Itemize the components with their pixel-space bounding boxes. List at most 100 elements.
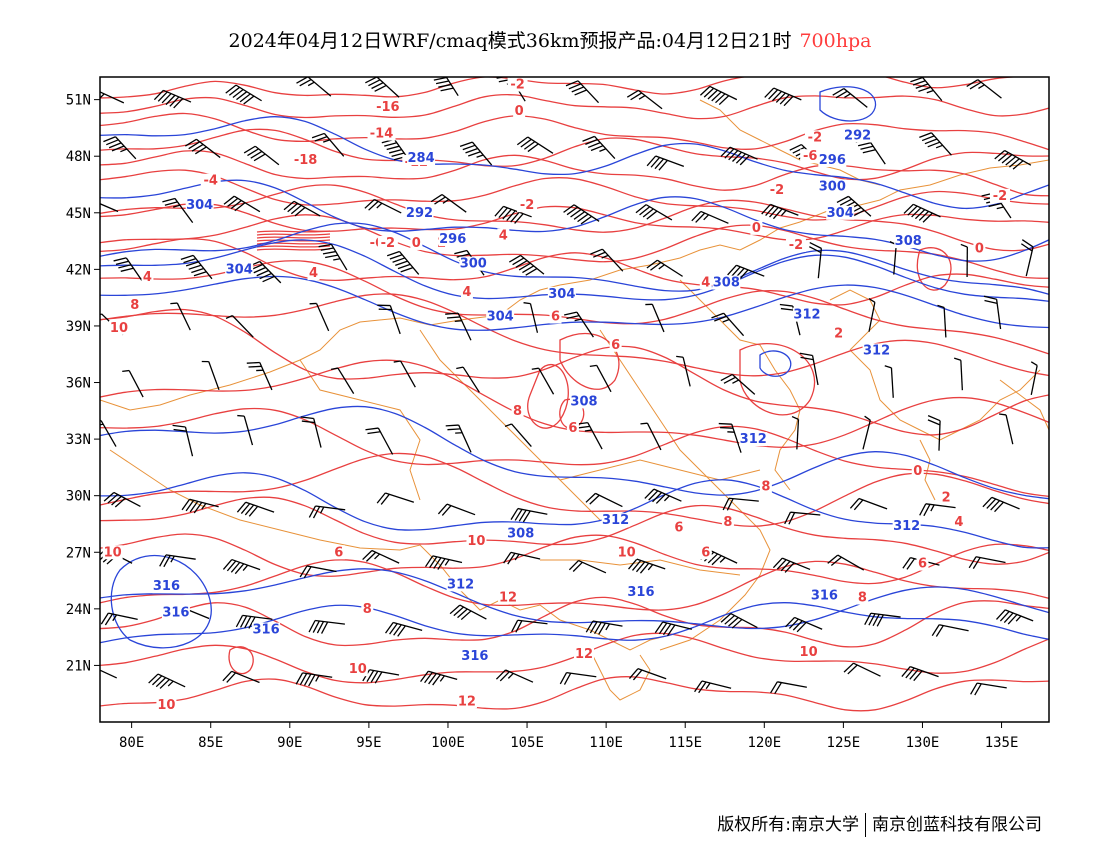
- temperature-label: 2: [942, 491, 951, 506]
- temperature-label-bg: [108, 320, 129, 335]
- wind-barb: [720, 146, 758, 166]
- wind-barb: [510, 507, 548, 523]
- wind-barb: [100, 419, 117, 447]
- lon-label: 90E: [277, 735, 302, 751]
- wind-barb: [430, 193, 467, 213]
- wind-barb: [299, 565, 337, 579]
- height-contour-line: [100, 116, 1049, 210]
- wind-barb: [770, 681, 807, 695]
- wind-barb: [568, 559, 607, 574]
- wind-barb: [564, 311, 594, 338]
- temperature-label: 8: [130, 298, 139, 313]
- height-closed-contour: [759, 350, 792, 377]
- lat-label: 24N: [66, 602, 91, 618]
- wind-barb: [377, 304, 401, 335]
- height-label-bg: [626, 584, 655, 599]
- wind-barb: [308, 505, 346, 519]
- title-text: 2024年04月12日WRF/cmaq模式36km预报产品:04月12日21时: [228, 30, 792, 52]
- temperature-label: -18: [294, 153, 318, 168]
- border-line: [419, 329, 601, 521]
- temperature-contour-line: [100, 128, 1049, 181]
- height-label-bg: [712, 275, 741, 290]
- lat-label: 27N: [66, 545, 91, 561]
- wind-barb: [243, 145, 280, 166]
- wind-barbs: [100, 77, 1038, 696]
- height-label-bg: [569, 394, 598, 409]
- wind-barb: [582, 135, 616, 159]
- height-label-bg: [185, 198, 214, 213]
- lon-label: 100E: [431, 735, 465, 751]
- temperature-contour-line: [100, 407, 1049, 498]
- lat-label: 36N: [66, 376, 91, 392]
- wind-barb: [170, 302, 191, 331]
- wind-barb: [718, 422, 742, 453]
- temperature-label: 12: [575, 647, 593, 662]
- wind-barb: [318, 243, 348, 271]
- temperature-label: 4: [499, 228, 508, 243]
- wind-barb: [456, 366, 480, 393]
- height-label-bg: [793, 307, 822, 322]
- wind-barb: [222, 670, 260, 684]
- height-label-bg: [161, 605, 190, 620]
- wind-barb: [283, 200, 321, 217]
- height-label: 304: [186, 198, 213, 213]
- wind-barb: [222, 558, 261, 575]
- copyright-text: 版权所有:南京大学: [717, 815, 859, 835]
- wind-barb: [365, 77, 400, 98]
- wind-barb: [722, 497, 759, 511]
- wind-barb: [628, 558, 666, 574]
- wind-barb: [868, 298, 876, 332]
- temperature-label-bg: [513, 103, 526, 118]
- temperature-contour-line: [100, 596, 1049, 648]
- temperature-label: -6: [803, 149, 817, 164]
- temperature-label: 0: [515, 104, 524, 119]
- wind-barb: [308, 619, 345, 634]
- wind-barb: [640, 422, 662, 451]
- temperature-label: -2: [770, 183, 784, 198]
- wind-barb: [330, 367, 355, 394]
- temperature-label-bg: [466, 533, 487, 548]
- wind-barb: [225, 315, 254, 338]
- temperature-label-bg: [609, 337, 622, 352]
- wind-barb: [931, 624, 969, 637]
- height-label-bg: [438, 232, 467, 247]
- height-label: 316: [253, 623, 280, 638]
- wind-barb: [565, 80, 600, 104]
- temperature-label: 0: [975, 242, 984, 257]
- wind-barb: [516, 136, 554, 154]
- lat-label: 42N: [66, 262, 91, 278]
- temperature-label-bg: [766, 183, 787, 198]
- height-label: 292: [406, 206, 433, 221]
- temperature-label-bg: [952, 515, 965, 530]
- wind-barb: [362, 669, 400, 684]
- temperature-closed-contour: [559, 333, 620, 390]
- wind-barb: [832, 88, 868, 108]
- lat-label: 48N: [66, 149, 91, 165]
- temperature-label: 6: [701, 545, 710, 560]
- wind-barb: [296, 77, 332, 97]
- lon-label: 105E: [510, 735, 544, 751]
- wind-barb: [772, 557, 811, 573]
- temperature-label: 4: [462, 285, 471, 300]
- temperature-label-bg: [798, 645, 819, 660]
- temperature-label-bg: [940, 490, 953, 505]
- cold-core-contour: [256, 236, 331, 239]
- temperature-label-bg: [699, 545, 712, 560]
- lon-label: 130E: [906, 735, 940, 751]
- lat-label: 51N: [66, 93, 91, 109]
- temperature-label: 4: [701, 276, 710, 291]
- wind-barb: [711, 312, 745, 337]
- contour-labels: -16-14-20-12-18-4-2-6-202448104466864-2-…: [102, 77, 1010, 713]
- temperature-contour-line: [100, 203, 1049, 241]
- height-label-bg: [892, 518, 921, 533]
- wind-barb: [162, 197, 194, 224]
- temperature-label: -2: [520, 198, 534, 213]
- height-label: 312: [602, 513, 629, 528]
- wind-barb: [523, 302, 539, 333]
- temperature-label-bg: [102, 545, 123, 560]
- wind-barb: [970, 682, 1007, 696]
- temperature-label: 10: [800, 645, 818, 660]
- height-label: 316: [153, 579, 180, 594]
- wind-barb: [300, 416, 322, 448]
- wind-barb: [159, 554, 196, 568]
